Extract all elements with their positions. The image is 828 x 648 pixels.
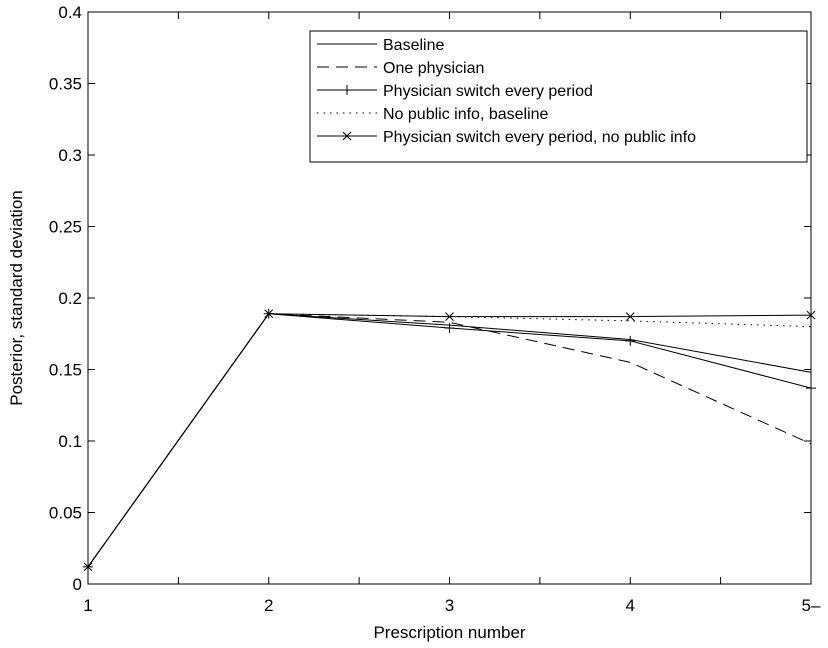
x-axis-label: Prescription number	[373, 623, 525, 642]
series-4	[83, 309, 816, 572]
y-tick-label: 0.3	[58, 146, 82, 165]
y-tick-label: 0.35	[49, 75, 82, 94]
data-point-marker-b	[625, 312, 635, 321]
legend-label: Physician switch every period	[383, 83, 593, 100]
y-axis-label: Posterior, standard deviation	[7, 190, 26, 405]
y-tick-label: 0.2	[58, 289, 82, 308]
y-tick-label: 0.15	[49, 361, 82, 380]
axis-ticks: 1 2 3 4 5– 0 0.05 0.1 0.15 0.2 0.25 0.3 0.35 0.4	[49, 3, 821, 615]
y-tick-label: 0	[73, 575, 82, 594]
legend-label: Physician switch every period, no public…	[383, 129, 696, 146]
series-layer	[83, 308, 816, 572]
x-tick-label: 1	[83, 596, 92, 615]
data-point-marker-b	[83, 562, 93, 572]
x-tick-label: 4	[626, 596, 635, 615]
legend-box	[309, 30, 808, 163]
legend-entry: No public info, baseline	[317, 106, 549, 123]
data-point-marker-b	[806, 310, 816, 320]
y-tick-label: 0.05	[49, 504, 82, 523]
legend-label: Baseline	[383, 37, 444, 54]
y-tick-label: 0.4	[58, 3, 82, 22]
legend: Baseline One physician Physician switch ev…	[309, 30, 808, 163]
x-tick-label: 2	[264, 596, 273, 615]
data-point-marker-b	[445, 312, 454, 321]
y-tick-label: 0.25	[49, 218, 82, 237]
legend-entry: Baseline	[317, 37, 444, 54]
x-tick-label: 5–	[802, 596, 821, 615]
legend-marker-b	[342, 131, 352, 141]
legend-label: No public info, baseline	[383, 106, 549, 123]
series-line	[87, 313, 812, 568]
x-tick-label: 3	[445, 596, 454, 615]
data-point-marker-b	[264, 309, 274, 319]
series-1	[87, 313, 812, 568]
legend-entry: One physician	[317, 60, 484, 77]
legend-label: One physician	[383, 60, 484, 77]
y-tick-label: 0.1	[58, 432, 82, 451]
legend-entry: Physician switch every period	[317, 83, 593, 100]
legend-entry: Physician switch every period, no public…	[317, 129, 696, 146]
